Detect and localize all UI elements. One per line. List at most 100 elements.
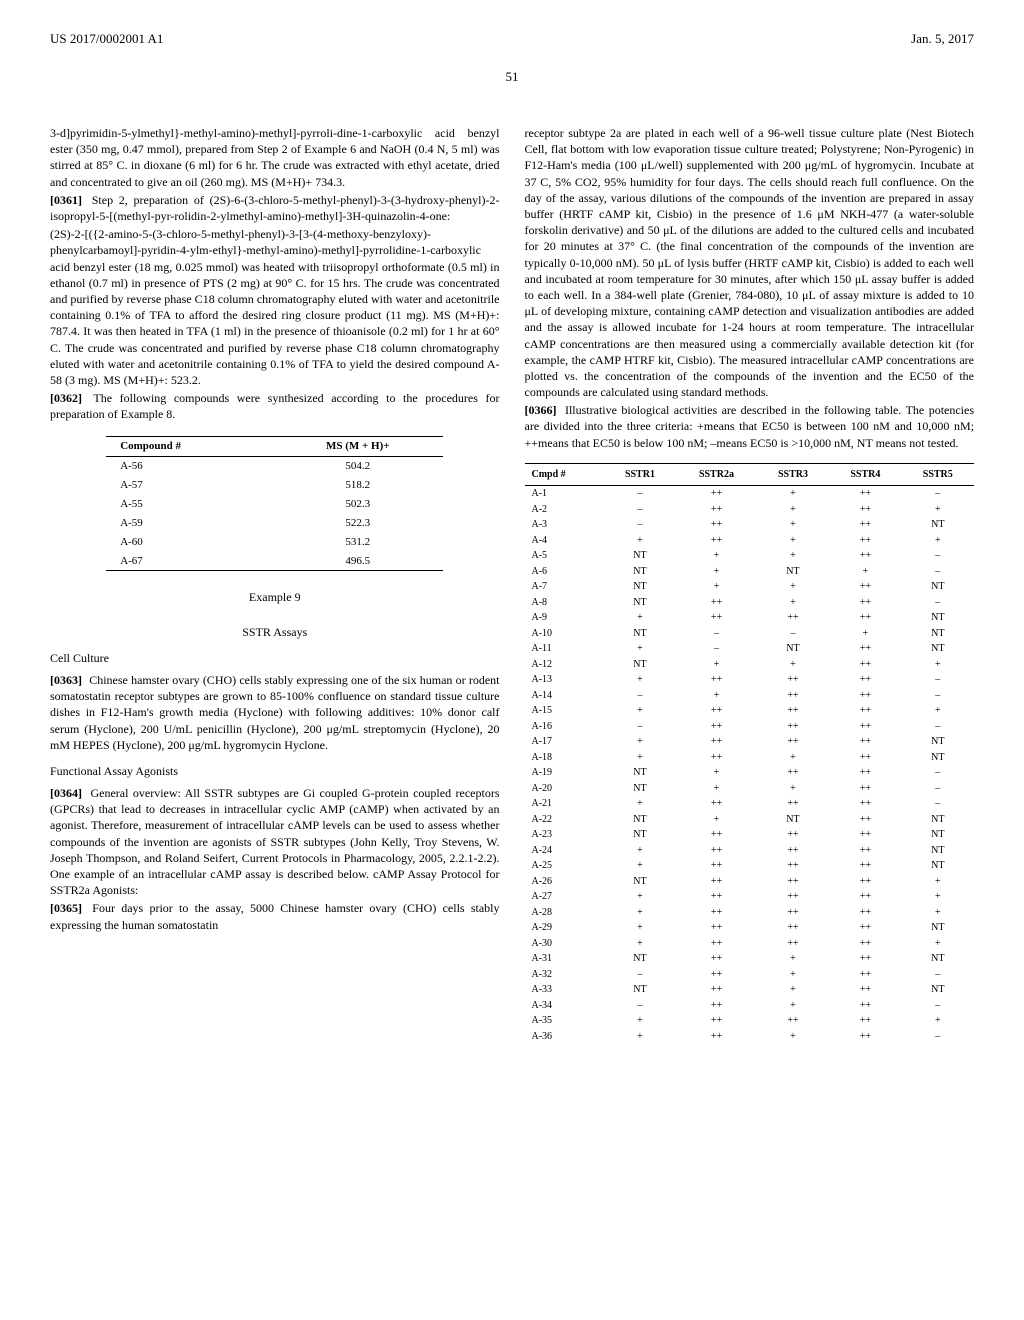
table-cell: A-28 [525,905,604,921]
table-cell: A-1 [525,486,604,502]
table-cell: ++ [829,920,901,936]
table-cell: ++ [676,533,757,549]
table-cell: ++ [676,1029,757,1045]
table-row: A-55502.3 [106,495,443,514]
table-cell: ++ [676,936,757,952]
table-cell: A-59 [106,514,272,533]
table-cell: + [757,967,829,983]
table-row: A-3–+++++NT [525,517,975,533]
table-cell: NT [604,874,676,890]
table-cell: + [676,812,757,828]
table-row: A-2–++++++ [525,502,975,518]
para-num: [0365] [50,901,82,915]
table-cell: NT [604,827,676,843]
table-cell: – [604,719,676,735]
table-cell: ++ [829,657,901,673]
table-cell: ++ [676,998,757,1014]
table-row: A-67496.5 [106,552,443,571]
table-cell: NT [902,734,974,750]
table-cell: ++ [757,688,829,704]
table-cell: + [604,750,676,766]
table-cell: + [902,533,974,549]
table-cell: – [902,595,974,611]
table-cell: + [902,1013,974,1029]
table-cell: + [604,672,676,688]
table-cell: ++ [829,905,901,921]
table-cell: + [757,657,829,673]
table-cell: – [902,719,974,735]
table-cell: NT [604,564,676,580]
table-cell: A-26 [525,874,604,890]
table-cell: + [902,889,974,905]
paragraph-0366: [0366] Illustrative biological activitie… [525,402,975,451]
table-cell: A-60 [106,533,272,552]
table-cell: ++ [676,750,757,766]
table-cell: NT [604,812,676,828]
table-cell: + [757,781,829,797]
paragraph-0365: [0365] Four days prior to the assay, 500… [50,900,500,932]
table-cell: ++ [829,734,901,750]
table-cell: ++ [829,951,901,967]
table-cell: + [757,750,829,766]
table-row: A-35++++++++ [525,1013,975,1029]
table-cell: ++ [829,688,901,704]
paragraph-continuation-right: receptor subtype 2a are plated in each w… [525,125,975,400]
table-cell: + [829,626,901,642]
table-cell: NT [902,579,974,595]
table-cell: ++ [829,719,901,735]
col-header: SSTR5 [902,463,974,486]
paragraph-0361b: (2S)-2-[({2-amino-5-(3-chloro-5-methyl-p… [50,226,500,388]
table-cell: NT [604,548,676,564]
table-cell: A-57 [106,476,272,495]
table-cell: ++ [829,672,901,688]
table-cell: + [902,874,974,890]
table-cell: A-6 [525,564,604,580]
para-text: Illustrative biological activities are d… [525,403,975,449]
table-cell: + [604,533,676,549]
table-cell: A-36 [525,1029,604,1045]
table-row: A-18++++++NT [525,750,975,766]
table-row: A-31NT+++++NT [525,951,975,967]
table-cell: + [604,889,676,905]
table-row: A-10NT––+NT [525,626,975,642]
table-cell: + [757,548,829,564]
table-cell: NT [902,750,974,766]
table-cell: + [604,1029,676,1045]
table-cell: NT [902,843,974,859]
table-cell: – [902,672,974,688]
table-row: A-11+–NT++NT [525,641,975,657]
table-cell: + [676,564,757,580]
table-cell: A-67 [106,552,272,571]
table-cell: NT [604,595,676,611]
table-cell: ++ [757,874,829,890]
table-cell: A-29 [525,920,604,936]
table-cell: ++ [676,858,757,874]
table-cell: NT [902,626,974,642]
table-cell: ++ [676,874,757,890]
table-cell: + [604,920,676,936]
col-header: SSTR2a [676,463,757,486]
table-row: A-26NT+++++++ [525,874,975,890]
table-cell: ++ [757,858,829,874]
table-cell: A-19 [525,765,604,781]
table-cell: A-16 [525,719,604,735]
table-cell: ++ [829,533,901,549]
table-cell: ++ [757,719,829,735]
table-cell: A-34 [525,998,604,1014]
table-cell: + [676,781,757,797]
table-cell: NT [902,812,974,828]
table-cell: + [757,486,829,502]
table-cell: ++ [757,843,829,859]
table-cell: ++ [829,796,901,812]
table-cell: NT [604,626,676,642]
table-cell: + [604,905,676,921]
table-row: A-15++++++++ [525,703,975,719]
table-cell: ++ [829,781,901,797]
table-cell: – [604,517,676,533]
table-cell: NT [902,920,974,936]
compound-table: Compound # MS (M + H)+ A-56504.2A-57518.… [106,436,443,571]
table-cell: – [902,688,974,704]
table-row: A-27++++++++ [525,889,975,905]
table-row: A-23NT++++++NT [525,827,975,843]
table-row: A-56504.2 [106,457,443,476]
